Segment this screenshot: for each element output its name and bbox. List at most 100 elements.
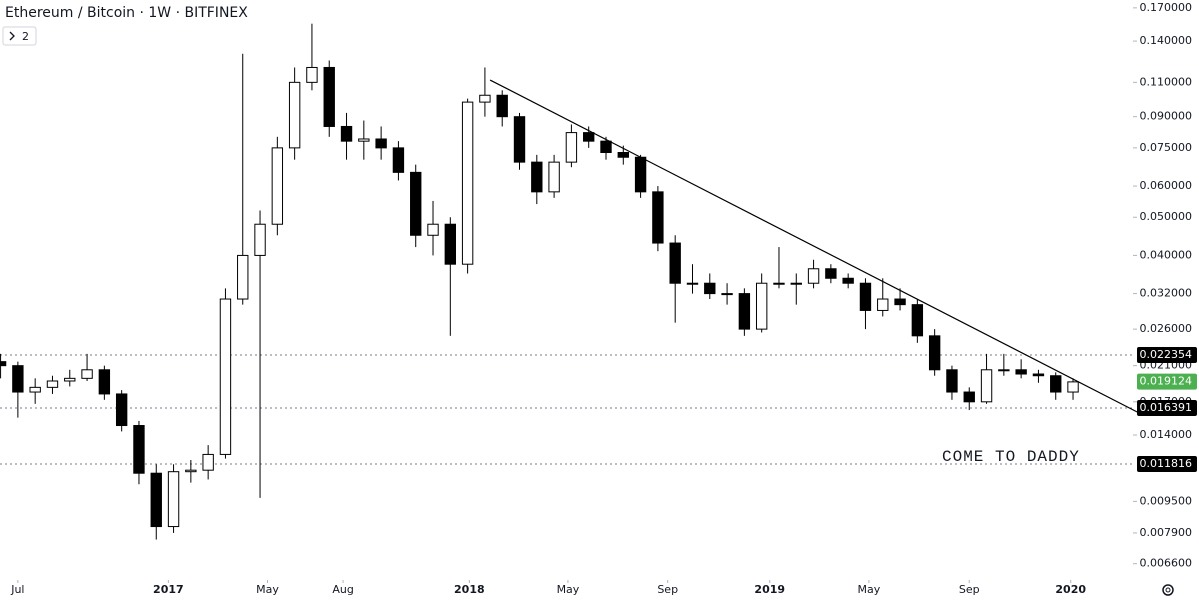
- candle-body: [340, 125, 353, 142]
- price-tag-label: 0.011816: [1140, 457, 1193, 470]
- indicator-toggle[interactable]: [2, 26, 37, 46]
- candle-body: [894, 298, 906, 306]
- settings-icon[interactable]: [1162, 584, 1174, 596]
- candle-body: [219, 298, 232, 455]
- candle-body: [185, 469, 197, 473]
- indicator-count: 2: [22, 30, 29, 43]
- price-tag-label: 0.016391: [1140, 401, 1193, 414]
- candle-body: [150, 472, 162, 528]
- y-tick-label: 0.170000: [1140, 1, 1193, 14]
- candle-body: [998, 369, 1010, 372]
- candle-body: [877, 298, 889, 311]
- x-tick-label: Sep: [959, 583, 980, 596]
- candle-body: [64, 377, 76, 382]
- candle-body: [565, 132, 578, 163]
- y-tick-label: 0.006600: [1140, 557, 1193, 570]
- candle-body: [237, 254, 249, 300]
- price-tag: [1137, 373, 1197, 390]
- candle-body: [46, 380, 59, 388]
- candle-body: [980, 369, 993, 403]
- candle-body: [548, 161, 560, 193]
- y-tick-label: 0.014000: [1140, 428, 1193, 441]
- candle-body: [496, 94, 508, 118]
- candle-body: [254, 223, 266, 256]
- candle-body: [461, 101, 474, 265]
- x-tick-label: 2019: [754, 583, 785, 596]
- candle-body: [755, 282, 768, 330]
- candle-body: [271, 147, 284, 225]
- candle-body: [1050, 375, 1062, 393]
- price-tag: [1137, 400, 1197, 417]
- x-tick-label: Aug: [332, 583, 353, 596]
- candle-body: [634, 156, 647, 193]
- candle-body: [842, 277, 854, 284]
- candle-body: [859, 282, 872, 311]
- candle-body: [375, 138, 387, 149]
- candle-body: [738, 293, 751, 330]
- candle-body: [721, 293, 733, 296]
- candle-body: [323, 66, 335, 127]
- y-tick-label: 0.075000: [1140, 141, 1193, 154]
- candle-body: [946, 369, 958, 393]
- price-tag: [1137, 346, 1197, 363]
- price-tag-label: 0.019124: [1140, 375, 1193, 388]
- candle-body: [617, 151, 629, 158]
- y-tick-label: 0.050000: [1140, 210, 1193, 223]
- y-tick-label: 0.007900: [1140, 526, 1193, 539]
- candle-body: [479, 94, 491, 103]
- y-tick-label: 0.009500: [1140, 494, 1193, 507]
- candle-body: [773, 282, 785, 285]
- candle-body: [531, 161, 543, 193]
- x-tick-label: Sep: [657, 583, 678, 596]
- chevron-icon: [9, 31, 15, 41]
- x-tick-label: 2017: [153, 583, 184, 596]
- candle-body: [427, 223, 439, 236]
- candle-body: [288, 81, 301, 149]
- candle-body: [0, 361, 7, 367]
- x-tick-label: May: [557, 583, 580, 596]
- candle-body: [825, 268, 837, 279]
- price-tag: [1137, 456, 1197, 473]
- candle-body: [1015, 369, 1027, 375]
- candle-body: [410, 171, 422, 236]
- x-tick-label: May: [858, 583, 881, 596]
- candle-body: [686, 282, 699, 285]
- candle-body: [669, 242, 681, 284]
- candle-body: [358, 138, 370, 142]
- x-tick-label: Jul: [10, 583, 24, 596]
- candle-body: [1067, 381, 1079, 393]
- candle-body: [29, 386, 41, 393]
- candle-body: [306, 66, 318, 83]
- candle-body: [81, 369, 93, 379]
- candle-body: [202, 453, 214, 471]
- candle-body: [911, 304, 924, 337]
- gear-hub: [1165, 587, 1171, 593]
- y-tick-label: 0.090000: [1140, 110, 1193, 123]
- candle-body: [963, 391, 975, 403]
- candle-body: [928, 335, 941, 371]
- candle-body: [133, 425, 145, 474]
- price-tag-label: 0.022354: [1140, 348, 1193, 361]
- chart-title: Ethereum / Bitcoin · 1W · BITFINEX: [5, 5, 248, 21]
- plot-layer: [0, 23, 1139, 540]
- trendline: [489, 79, 1139, 414]
- y-tick-label: 0.026000: [1140, 322, 1193, 335]
- candle-body: [392, 147, 405, 173]
- x-tick-label: May: [256, 583, 279, 596]
- candle-body: [12, 365, 24, 393]
- candle-body: [1032, 373, 1045, 377]
- candle-body: [115, 393, 128, 427]
- y-tick-label: 0.140000: [1140, 34, 1193, 47]
- candle-body: [444, 223, 457, 265]
- candle-body: [807, 268, 820, 284]
- candle-body: [167, 471, 180, 528]
- annotation: COME TO DADDY: [942, 448, 1080, 466]
- x-tick-label: 2020: [1055, 583, 1086, 596]
- y-tick-label: 0.032000: [1140, 287, 1193, 300]
- candle-body: [513, 116, 526, 163]
- x-tick-label: 2018: [454, 583, 485, 596]
- candle-body: [600, 140, 612, 153]
- candle-body: [790, 282, 802, 285]
- candle-body: [652, 191, 664, 244]
